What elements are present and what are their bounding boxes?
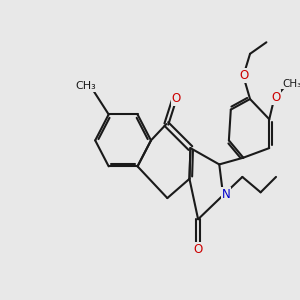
Text: O: O: [271, 91, 280, 104]
Text: CH₃: CH₃: [282, 79, 300, 89]
Text: O: O: [172, 92, 181, 105]
Text: O: O: [239, 69, 249, 82]
Text: O: O: [194, 243, 203, 256]
Text: CH₃: CH₃: [75, 81, 96, 91]
Text: N: N: [222, 188, 230, 201]
